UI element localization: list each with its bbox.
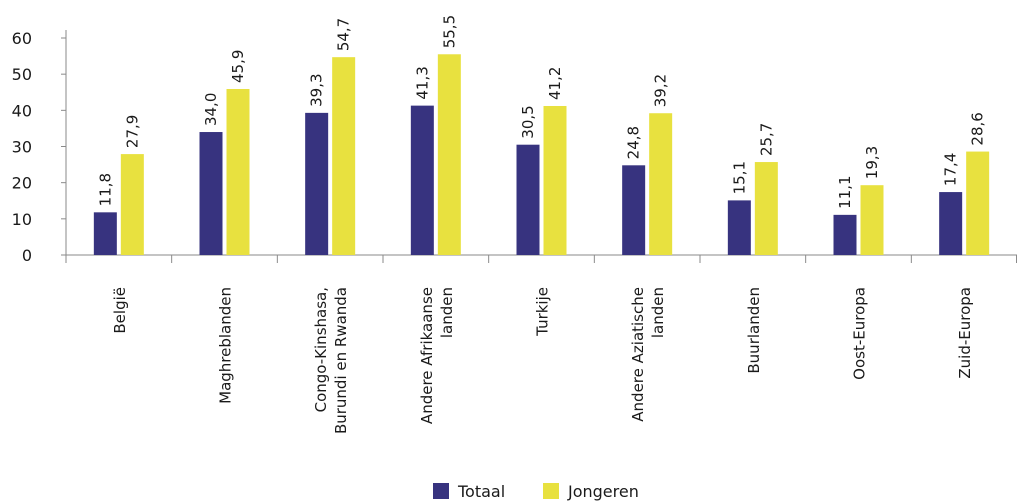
bar-totaal	[410, 105, 434, 255]
category-labels: België Maghreblanden Congo-Kinshasa, Burund…	[111, 287, 974, 434]
data-label: 19,3	[863, 146, 881, 179]
bar-jongeren	[649, 113, 673, 255]
data-label: 30,5	[519, 105, 537, 138]
bar-jongeren	[226, 88, 250, 256]
category-label-line: Andere Afrikaanse	[418, 287, 436, 424]
bar-totaal	[199, 132, 223, 255]
category-label: Maghreblanden	[217, 287, 235, 404]
y-tick-label: 10	[12, 210, 32, 229]
y-axis: 0 10 20 30 40 50 60	[12, 29, 67, 265]
legend: Totaal Jongeren	[433, 482, 639, 501]
category-label: Congo-Kinshasa, Burundi en Rwanda	[312, 287, 350, 434]
bar-totaal	[833, 214, 857, 255]
data-label: 28,6	[969, 112, 987, 145]
bar-jongeren	[860, 185, 884, 255]
bar-jongeren	[437, 54, 461, 256]
x-axis	[65, 254, 1017, 263]
category-label: Turkije	[534, 287, 552, 337]
category-label-line: Andere Aziatische	[629, 287, 647, 422]
bar-totaal	[939, 192, 963, 255]
category-label: Oost-Europa	[851, 287, 869, 380]
bar-totaal	[305, 112, 329, 256]
category-label-line: Maghreblanden	[217, 287, 235, 404]
data-label: 41,2	[546, 67, 564, 100]
data-label: 45,9	[229, 50, 247, 83]
category-label: Andere Aziatische landen	[629, 287, 667, 422]
data-label: 39,2	[652, 74, 670, 107]
data-label: 34,0	[202, 93, 220, 126]
data-label: 11,1	[836, 175, 854, 208]
category-label-line: Congo-Kinshasa,	[312, 287, 330, 412]
bar-jongeren	[543, 105, 567, 255]
bar-jongeren	[966, 151, 990, 255]
category-label-line: Buurlanden	[745, 287, 763, 374]
y-tick-label: 40	[12, 101, 32, 120]
category-label: Andere Afrikaanse landen	[418, 287, 456, 424]
bars	[93, 54, 990, 256]
data-label: 25,7	[757, 123, 775, 156]
legend-item: Jongeren	[543, 482, 639, 501]
data-label: 55,5	[440, 15, 458, 48]
category-label-line: Burundi en Rwanda	[332, 287, 350, 434]
y-tick-label: 20	[12, 174, 32, 193]
y-tick-label: 0	[22, 246, 32, 265]
category-label-line: Oost-Europa	[851, 287, 869, 380]
data-labels: 11,8 27,9 34,0 45,9 39,3 54,7 41,3 55,5 30,5 41,2…	[96, 15, 986, 209]
data-label: 41,3	[413, 66, 431, 99]
data-label: 17,4	[942, 153, 960, 186]
category-label: België	[111, 287, 129, 334]
data-label: 24,8	[625, 126, 643, 159]
data-label: 54,7	[335, 18, 353, 51]
category-label: Buurlanden	[745, 287, 763, 374]
category-label-line: landen	[649, 287, 667, 338]
data-label: 11,8	[96, 173, 114, 206]
bar-totaal	[622, 165, 646, 255]
data-label: 27,9	[123, 115, 141, 148]
bar-jongeren	[332, 57, 356, 255]
bar-jongeren	[754, 162, 778, 255]
y-tick-label: 60	[12, 29, 32, 48]
data-label: 15,1	[730, 161, 748, 194]
category-label: Zuid-Europa	[956, 287, 974, 379]
legend-label: Jongeren	[567, 482, 639, 501]
legend-label: Totaal	[457, 482, 505, 501]
legend-swatch	[543, 483, 559, 499]
legend-swatch	[433, 483, 449, 499]
bar-totaal	[93, 212, 117, 255]
bar-totaal	[516, 144, 540, 255]
data-label: 39,3	[308, 73, 326, 106]
bar-totaal	[727, 200, 751, 255]
bar-jongeren	[120, 154, 144, 255]
category-label-line: Zuid-Europa	[956, 287, 974, 379]
category-label-line: België	[111, 287, 129, 334]
category-label-line: landen	[438, 287, 456, 338]
y-tick-label: 30	[12, 138, 32, 157]
category-label-line: Turkije	[534, 287, 552, 337]
y-tick-label: 50	[12, 65, 32, 84]
legend-item: Totaal	[433, 482, 505, 501]
